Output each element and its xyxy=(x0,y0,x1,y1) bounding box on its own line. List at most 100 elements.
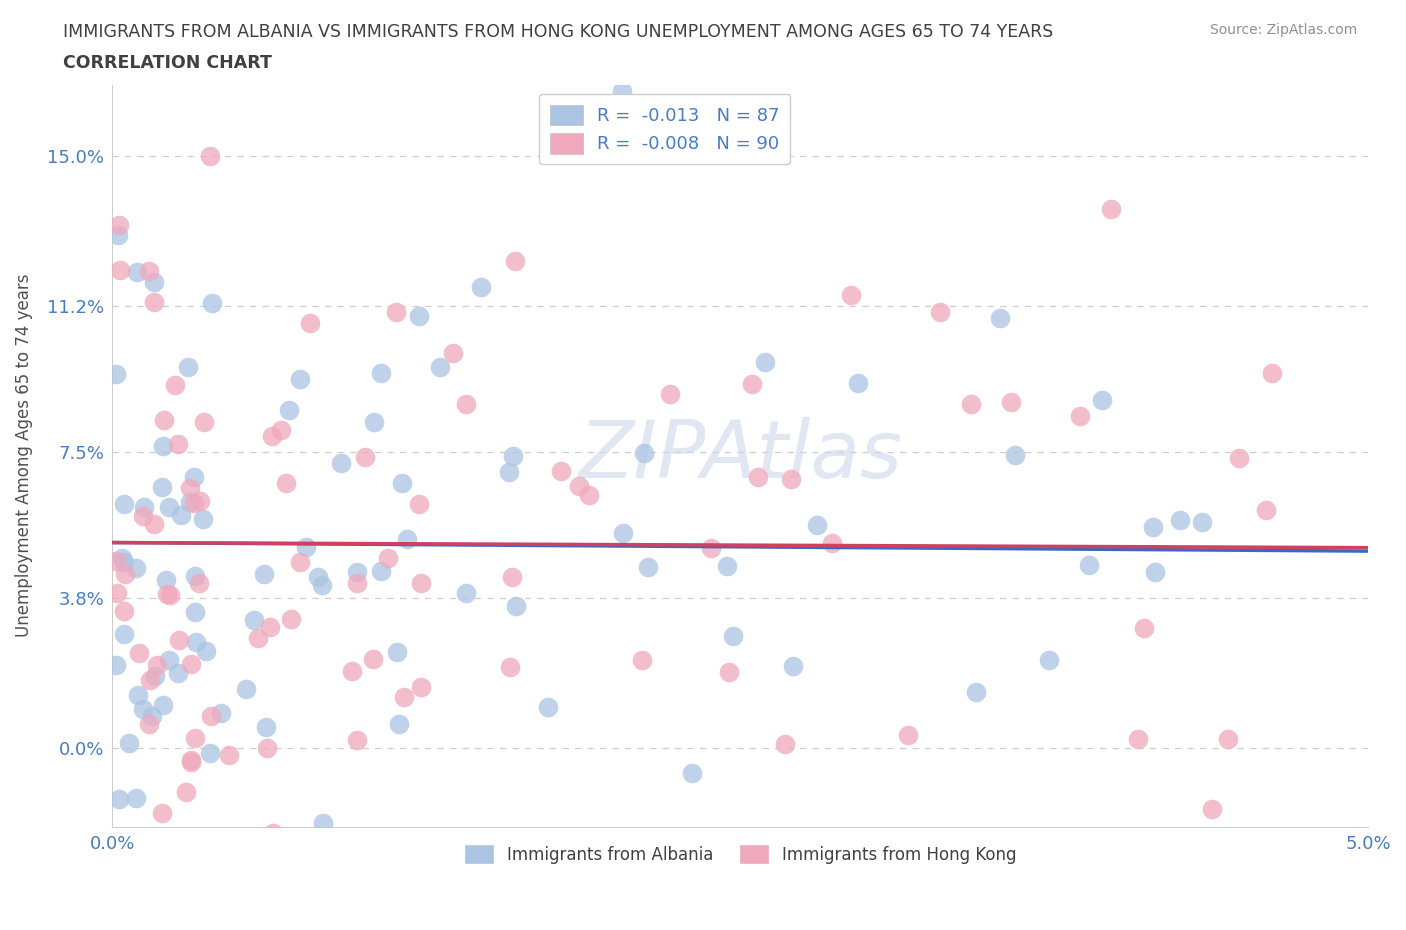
Point xyxy=(1069,409,1091,424)
Point xyxy=(1227,451,1250,466)
Point xyxy=(132,702,155,717)
Point xyxy=(498,465,520,480)
Point xyxy=(502,448,524,463)
Point xyxy=(307,569,329,584)
Point xyxy=(105,890,128,905)
Point xyxy=(141,709,163,724)
Point xyxy=(138,717,160,732)
Point xyxy=(125,265,148,280)
Point xyxy=(550,463,572,478)
Point xyxy=(167,632,190,647)
Point xyxy=(174,784,197,799)
Point xyxy=(779,472,801,486)
Point xyxy=(429,360,451,375)
Point xyxy=(179,495,201,510)
Point xyxy=(108,218,131,232)
Point xyxy=(177,359,200,374)
Point xyxy=(183,470,205,485)
Point xyxy=(262,825,284,840)
Point xyxy=(170,508,193,523)
Point xyxy=(157,653,180,668)
Point xyxy=(157,499,180,514)
Point xyxy=(681,765,703,780)
Point xyxy=(143,517,166,532)
Point xyxy=(200,709,222,724)
Point xyxy=(392,690,415,705)
Point xyxy=(747,470,769,485)
Point xyxy=(235,682,257,697)
Point xyxy=(124,790,146,805)
Point xyxy=(295,539,318,554)
Point xyxy=(193,415,215,430)
Point xyxy=(346,565,368,579)
Text: Source: ZipAtlas.com: Source: ZipAtlas.com xyxy=(1209,23,1357,37)
Point xyxy=(180,752,202,767)
Point xyxy=(1004,447,1026,462)
Point xyxy=(536,699,558,714)
Point xyxy=(848,376,870,391)
Point xyxy=(806,517,828,532)
Text: IMMIGRANTS FROM ALBANIA VS IMMIGRANTS FROM HONG KONG UNEMPLOYMENT AMONG AGES 65 : IMMIGRANTS FROM ALBANIA VS IMMIGRANTS FR… xyxy=(63,23,1053,41)
Point xyxy=(200,746,222,761)
Point xyxy=(218,748,240,763)
Point xyxy=(191,512,214,526)
Point xyxy=(104,366,127,381)
Point xyxy=(288,372,311,387)
Point xyxy=(180,755,202,770)
Point xyxy=(354,449,377,464)
Point xyxy=(370,365,392,380)
Point xyxy=(112,554,135,569)
Point xyxy=(180,657,202,671)
Point xyxy=(247,631,270,645)
Point xyxy=(183,496,205,511)
Point xyxy=(839,287,862,302)
Point xyxy=(346,576,368,591)
Point xyxy=(256,741,278,756)
Point xyxy=(1000,395,1022,410)
Point xyxy=(159,855,181,870)
Point xyxy=(146,658,169,672)
Point xyxy=(501,569,523,584)
Point xyxy=(411,576,433,591)
Point xyxy=(988,311,1011,325)
Point xyxy=(718,664,741,679)
Point xyxy=(370,563,392,578)
Point xyxy=(361,651,384,666)
Point xyxy=(965,684,987,699)
Point xyxy=(252,567,274,582)
Point xyxy=(1038,652,1060,667)
Point xyxy=(201,296,224,311)
Point xyxy=(700,540,723,555)
Point xyxy=(385,644,408,659)
Point xyxy=(1133,620,1156,635)
Point xyxy=(396,532,419,547)
Point xyxy=(363,415,385,430)
Point xyxy=(107,227,129,242)
Point xyxy=(782,659,804,674)
Point xyxy=(105,585,128,600)
Point xyxy=(108,791,131,806)
Point xyxy=(104,553,127,568)
Point xyxy=(1126,732,1149,747)
Point xyxy=(298,316,321,331)
Point xyxy=(142,275,165,290)
Point xyxy=(132,509,155,524)
Legend: Immigrants from Albania, Immigrants from Hong Kong: Immigrants from Albania, Immigrants from… xyxy=(457,838,1024,870)
Point xyxy=(142,295,165,310)
Point xyxy=(1144,565,1167,579)
Point xyxy=(150,805,173,820)
Point xyxy=(188,494,211,509)
Point xyxy=(1201,802,1223,817)
Point xyxy=(610,84,633,99)
Point xyxy=(188,576,211,591)
Point xyxy=(637,560,659,575)
Point xyxy=(184,605,207,620)
Point xyxy=(179,481,201,496)
Point xyxy=(254,720,277,735)
Point xyxy=(384,304,406,319)
Point xyxy=(1091,392,1114,407)
Point xyxy=(128,645,150,660)
Point xyxy=(139,672,162,687)
Point xyxy=(167,665,190,680)
Point xyxy=(191,917,214,930)
